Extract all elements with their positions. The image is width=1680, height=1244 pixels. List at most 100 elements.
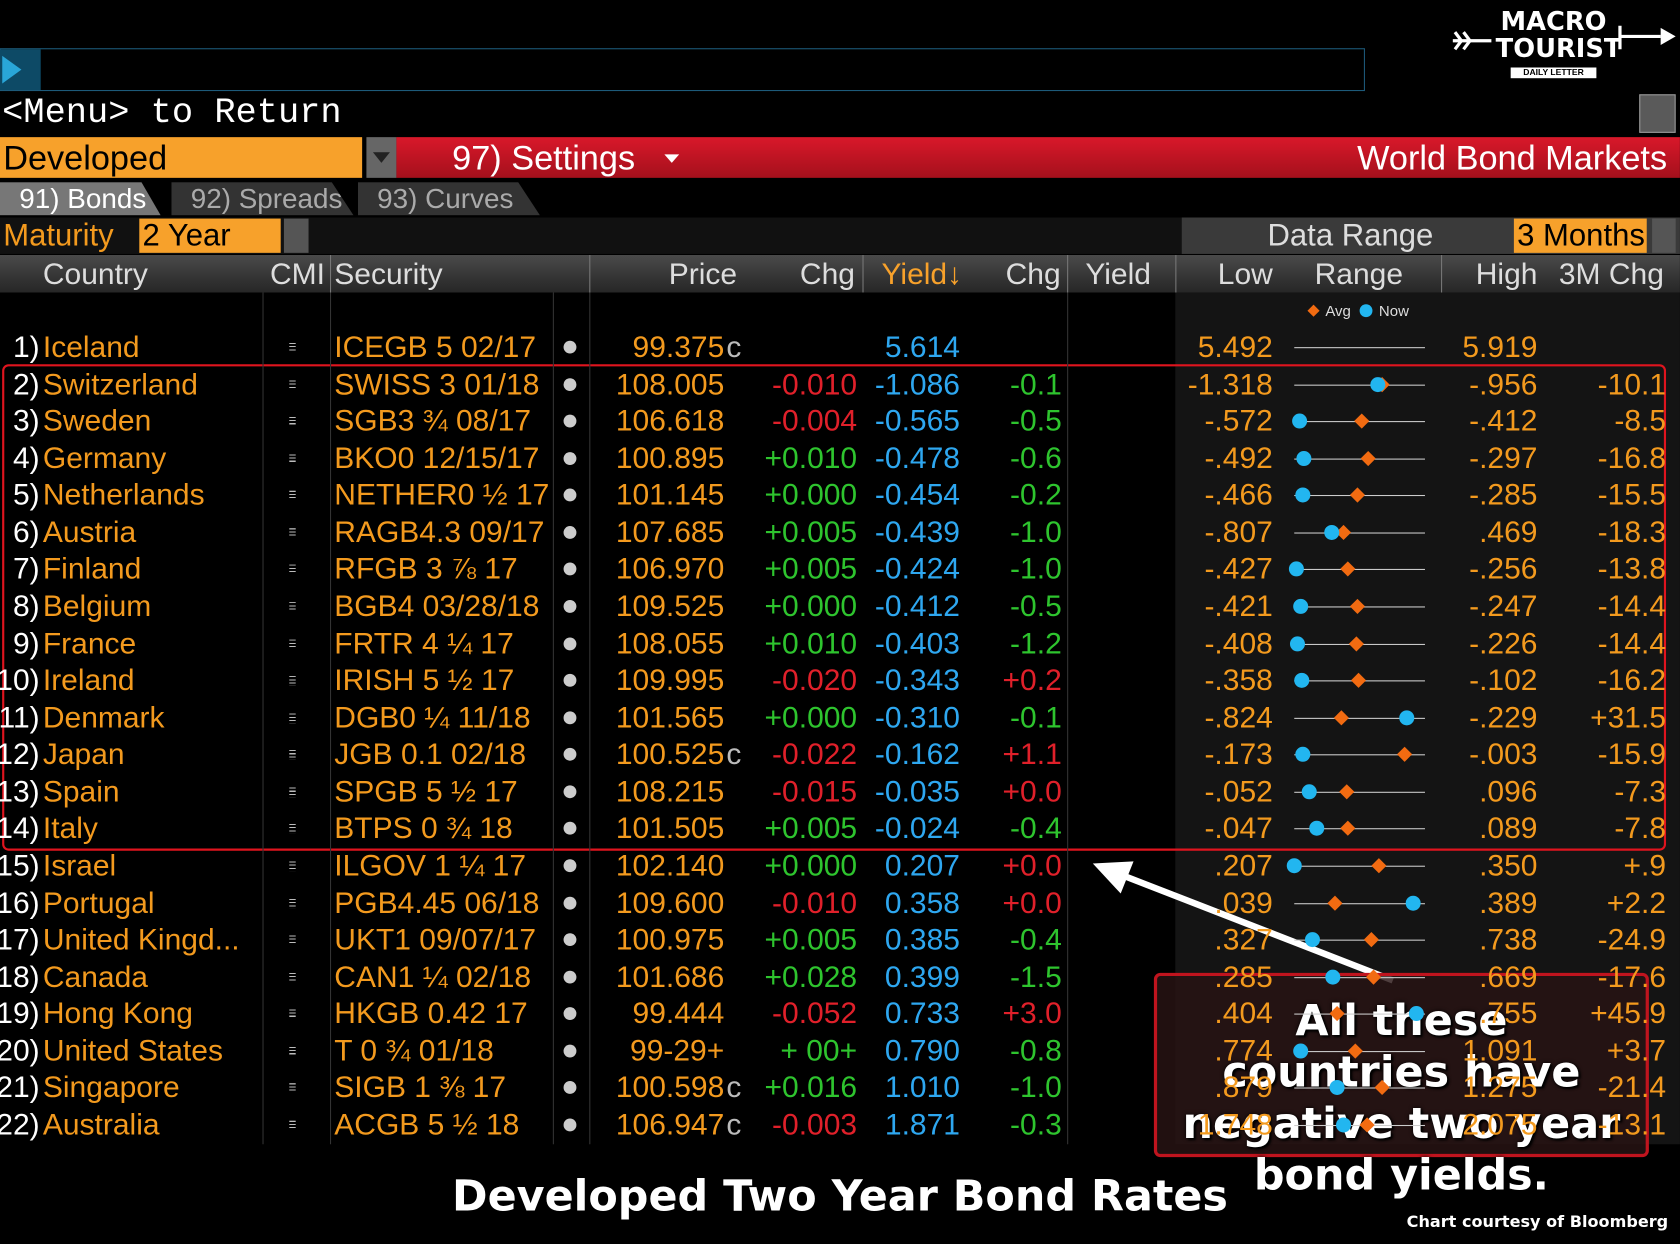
security-icon[interactable] xyxy=(563,451,577,465)
row-number: 22) xyxy=(0,1107,40,1142)
security-icon[interactable] xyxy=(563,933,577,947)
security-icon[interactable] xyxy=(563,711,577,724)
range-now xyxy=(1335,1117,1351,1133)
security-icon[interactable] xyxy=(563,377,577,391)
security-icon[interactable] xyxy=(563,636,577,650)
price-flag: c xyxy=(726,737,742,771)
low: .879 xyxy=(1214,1070,1273,1104)
security: NETHER0 ½ 17 xyxy=(334,478,550,512)
country: Denmark xyxy=(42,700,165,734)
command-line[interactable] xyxy=(0,48,1365,92)
security-icon[interactable] xyxy=(563,1118,577,1132)
security-icon[interactable] xyxy=(563,1081,577,1095)
tab[interactable]: 93) Curves xyxy=(357,182,540,216)
security-icon[interactable] xyxy=(563,859,577,873)
country: Australia xyxy=(42,1107,160,1142)
range-line xyxy=(1294,828,1425,830)
price: 100.525 xyxy=(615,737,725,771)
price-change: +0.010 xyxy=(764,626,858,660)
security-icon[interactable] xyxy=(563,1044,577,1058)
low: -.047 xyxy=(1204,811,1273,845)
security-icon[interactable] xyxy=(563,562,577,576)
yield-change: -0.1 xyxy=(1010,700,1062,734)
range-line xyxy=(1294,939,1425,941)
window-icon[interactable] xyxy=(1639,94,1676,133)
change-3m: -14.4 xyxy=(1597,589,1667,623)
price: 102.140 xyxy=(615,848,725,882)
range-now xyxy=(1293,1043,1309,1059)
change-3m: +.9 xyxy=(1623,848,1667,882)
maturity-button[interactable] xyxy=(283,218,309,253)
range-now xyxy=(1301,784,1317,800)
maturity-dropdown[interactable]: 2 Year xyxy=(139,218,281,253)
security-icon[interactable] xyxy=(563,599,577,613)
country: Canada xyxy=(42,959,148,993)
price-change: +0.000 xyxy=(764,848,858,882)
row-number: 18) xyxy=(0,959,40,993)
security-icon[interactable] xyxy=(563,414,577,428)
cmi-icon xyxy=(289,824,296,834)
low: -.408 xyxy=(1204,626,1273,660)
yield: -0.565 xyxy=(874,404,960,438)
settings-button[interactable]: 97) Settings xyxy=(452,138,636,177)
range-button[interactable] xyxy=(1652,218,1676,253)
price-flag: c xyxy=(726,329,742,364)
security-icon[interactable] xyxy=(563,674,577,687)
tab[interactable]: 92) Spreads xyxy=(171,182,354,216)
column-header: Security xyxy=(334,257,443,291)
page-title: World Bond Markets xyxy=(1357,138,1668,177)
column-divider xyxy=(552,292,554,1145)
security-icon[interactable] xyxy=(563,785,577,799)
yield-change: +0.0 xyxy=(1002,848,1062,882)
row-number: 5) xyxy=(12,478,40,512)
cmi-icon xyxy=(289,713,296,723)
settings-caret xyxy=(664,154,680,163)
country: Iceland xyxy=(42,329,140,364)
yield: -0.439 xyxy=(874,515,960,549)
security: ILGOV 1 ¼ 17 xyxy=(334,848,527,882)
row-number: 9) xyxy=(12,626,40,660)
change-3m: -16.2 xyxy=(1597,663,1667,697)
column-divider xyxy=(329,254,332,293)
security: DGB0 ¼ 11/18 xyxy=(334,700,531,734)
security-icon[interactable] xyxy=(563,1007,577,1021)
cmi-icon xyxy=(289,861,296,872)
security-icon[interactable] xyxy=(563,488,577,502)
column-header: CMI xyxy=(269,257,325,291)
security-icon[interactable] xyxy=(563,896,577,910)
tab[interactable]: 91) Bonds xyxy=(0,182,161,216)
yield-change: -1.0 xyxy=(1010,1070,1062,1104)
change-3m: +31.5 xyxy=(1590,700,1667,734)
security: SPGB 5 ½ 17 xyxy=(334,774,518,808)
market-dropdown[interactable]: Developed xyxy=(0,137,363,178)
legend-avg: Avg xyxy=(1325,302,1351,320)
yield-change: +1.1 xyxy=(1002,737,1062,771)
change-3m: -8.5 xyxy=(1614,404,1667,438)
range-dropdown[interactable]: 3 Months xyxy=(1513,218,1647,253)
country: Portugal xyxy=(42,885,155,919)
column-header: Chg xyxy=(1005,257,1061,291)
yield: -1.086 xyxy=(874,367,960,401)
security-icon[interactable] xyxy=(563,970,577,984)
yield: 1.010 xyxy=(884,1070,960,1104)
yield-change: -1.5 xyxy=(1010,959,1062,993)
yield: -0.424 xyxy=(874,552,960,586)
security-icon[interactable] xyxy=(563,822,577,836)
range-now xyxy=(1329,1080,1345,1096)
country: Japan xyxy=(42,737,125,771)
row-number: 1) xyxy=(12,329,40,364)
high: -.412 xyxy=(1469,404,1538,438)
price-change: +0.016 xyxy=(764,1070,858,1104)
high: .469 xyxy=(1479,515,1538,549)
low: -.807 xyxy=(1204,515,1273,549)
security-icon[interactable] xyxy=(563,340,577,354)
price: 109.995 xyxy=(615,663,725,697)
cmi-icon xyxy=(289,787,296,797)
price-flag: c xyxy=(726,1107,742,1142)
security: UKT1 09/07/17 xyxy=(334,922,537,956)
price-change: -0.010 xyxy=(772,367,858,401)
logo-top: MACRO xyxy=(1500,6,1607,37)
security-icon[interactable] xyxy=(563,525,577,539)
low: -.572 xyxy=(1204,404,1273,438)
security-icon[interactable] xyxy=(563,748,577,761)
